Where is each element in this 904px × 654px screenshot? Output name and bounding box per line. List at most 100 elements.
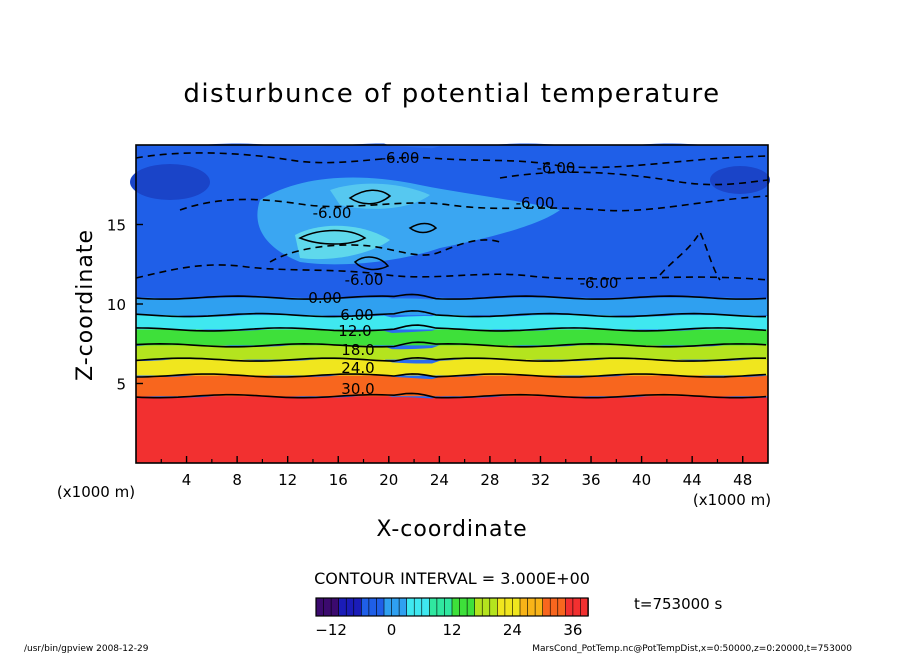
x-tick-label: 40 [632, 471, 651, 489]
footer-left: /usr/bin/gpview 2008-12-29 [24, 644, 149, 654]
y-axis-label: Z-coordinate [73, 229, 98, 381]
colorbar-cell [572, 597, 582, 617]
colorbar-tick-label: 12 [442, 621, 461, 639]
contour-label: 0.00 [308, 289, 341, 307]
contour-line [135, 293, 767, 300]
colorbar-cell [330, 597, 340, 617]
colorbar-cell [534, 597, 544, 617]
band [136, 394, 768, 463]
x-tick-label: 12 [278, 471, 297, 489]
colorbar-cell [519, 597, 529, 617]
colorbar-cell [398, 597, 408, 617]
upper-disturbance-field [130, 164, 770, 265]
neg-contour [659, 230, 721, 281]
contour-label: -6.00 [345, 271, 384, 289]
colorbar-cell [459, 597, 468, 617]
band [136, 358, 768, 376]
colorbar-cell [383, 597, 393, 617]
neg-contour [499, 171, 769, 186]
band [136, 343, 768, 360]
y-tick-label: 5 [116, 376, 126, 394]
contour-line [135, 356, 766, 362]
colorbar-cell [406, 597, 416, 617]
colorbar-cell [429, 597, 438, 617]
colorbar-cell [481, 597, 491, 617]
colorbar-cell [466, 597, 476, 617]
x-tick-label: 48 [733, 471, 752, 489]
contour-interval: CONTOUR INTERVAL = 3.000E+00 [314, 569, 590, 588]
colorbar-cell [338, 597, 348, 617]
colorbar-cell [368, 597, 378, 617]
x-unit-right: (x1000 m) [693, 491, 771, 509]
colorbar-cell [444, 597, 453, 617]
contour-line [135, 392, 767, 399]
y-tick-label: 15 [107, 217, 126, 235]
colorbar-cell [353, 597, 363, 617]
colorbar-cell [315, 597, 325, 617]
contour-lines [135, 293, 767, 399]
colorbar [315, 597, 589, 617]
contour-line [135, 341, 767, 348]
colorbar-tick-label: 0 [387, 621, 397, 639]
y-axis-ticks: 5 10 15 [107, 217, 143, 394]
warm-contour [353, 256, 390, 271]
footer-right: MarsCond_PotTemp.nc@PotTempDist,x=0:5000… [532, 644, 852, 654]
colorbar-cell [504, 597, 514, 617]
warm-core-2 [330, 183, 430, 209]
contour-label: -6.00 [537, 159, 576, 177]
contour-label: 12.0 [338, 322, 371, 340]
contour-line [135, 309, 766, 318]
colorbar-cell [474, 597, 484, 617]
contour-line [135, 324, 767, 332]
colorbar-cell [549, 597, 559, 617]
colorbar-tick-label: −12 [315, 621, 347, 639]
band [136, 374, 768, 397]
x-tick-label: 36 [581, 471, 600, 489]
x-tick-label: 44 [683, 471, 702, 489]
x-tick-label: 16 [329, 471, 348, 489]
band [136, 296, 768, 316]
neg-contour [269, 239, 501, 263]
warm-contour [408, 222, 438, 234]
colorbar-cell [542, 597, 552, 617]
contour-label: -6.00 [516, 194, 555, 212]
warm-core [295, 225, 390, 260]
contour-label: 6.00 [340, 306, 373, 324]
warm-contour [298, 229, 367, 245]
colorbar-cell [527, 597, 536, 617]
contour-label: -6.00 [381, 149, 420, 167]
x-tick-label: 28 [480, 471, 499, 489]
colorbar-frame [315, 597, 589, 617]
chart-title: disturbunce of potential temperature [183, 79, 720, 109]
band [136, 327, 768, 346]
colorbar-cell [557, 597, 567, 617]
colorbar-cell [323, 597, 332, 617]
x-unit-left: (x1000 m) [57, 483, 135, 501]
colorbar-cell [391, 597, 400, 617]
band [136, 313, 768, 330]
contour-label: 30.0 [341, 380, 374, 398]
contour-labels: -6.00-6.00-6.00-6.00-6.00 -6.000.006.0012… [308, 149, 618, 398]
x-axis-ticks: 4 8 12 16 20 24 28 32 36 40 44 48 [160, 456, 752, 489]
contour-label: 18.0 [341, 341, 374, 359]
y-tick-label: 10 [107, 296, 126, 314]
colorbar-tick-labels: −12 0 12 24 36 [315, 621, 582, 639]
x-tick-label: 8 [232, 471, 242, 489]
colorbar-tick-label: 36 [563, 621, 582, 639]
colorbar-cell [421, 597, 431, 617]
plot-area: -6.00-6.00-6.00-6.00-6.00 -6.000.006.0012… [130, 143, 770, 464]
colorbar-cell [451, 597, 461, 617]
warm-contour [348, 189, 392, 205]
warm-contour-lines [298, 189, 438, 271]
colorbar-cell [497, 597, 506, 617]
colorbar-cell [436, 597, 446, 617]
colorbar-tick-label: 24 [503, 621, 522, 639]
contour-line [136, 373, 767, 378]
colorbar-cell [512, 597, 521, 617]
neg-contour [135, 264, 769, 281]
colorbar-cell [489, 597, 499, 617]
colorbar-cell [580, 597, 589, 617]
negative-contour-lines [135, 152, 769, 281]
cold-core-right [710, 166, 770, 194]
